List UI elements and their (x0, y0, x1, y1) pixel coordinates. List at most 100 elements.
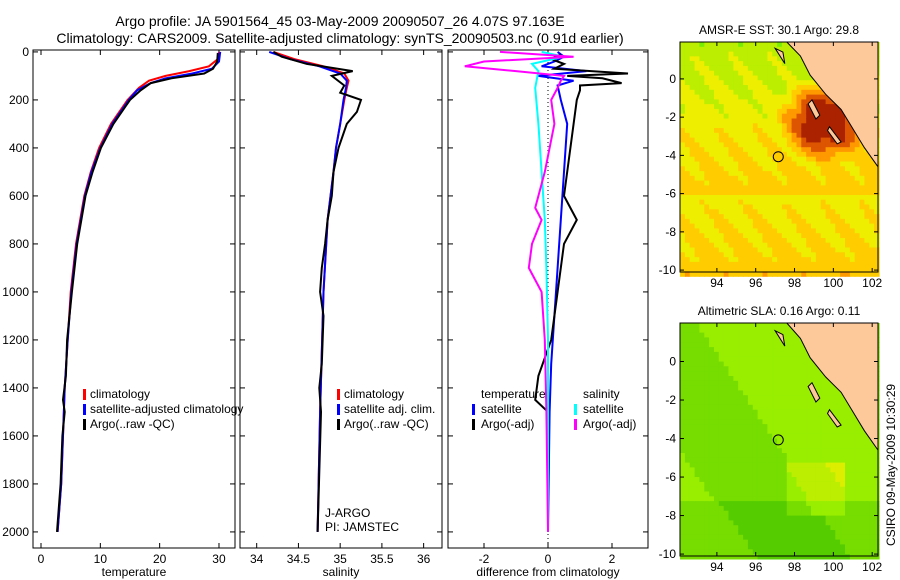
map-cell (806, 175, 812, 182)
map-cell (684, 108, 691, 115)
map-cell (811, 233, 817, 239)
map-cell (840, 539, 846, 545)
map-cell (772, 376, 778, 382)
map-cell (835, 161, 841, 167)
map-cell (796, 137, 802, 143)
map-cell (854, 271, 861, 277)
map-cell (786, 190, 793, 196)
map-cell (835, 505, 841, 512)
map-cell (752, 462, 759, 468)
map-cell (689, 356, 696, 363)
map-cell (723, 332, 730, 338)
map-cell (811, 530, 817, 536)
map-cell (859, 477, 866, 483)
map-cell (820, 472, 827, 478)
map-cell (801, 530, 807, 536)
map-cell (752, 123, 759, 129)
map-cell (820, 491, 827, 497)
map-cell (830, 525, 836, 531)
map-cell (791, 342, 798, 348)
map-cell (723, 505, 730, 512)
map-cell (854, 534, 861, 541)
map-cell (743, 457, 749, 464)
map-cell (791, 428, 798, 435)
x-axis-label: temperature (102, 565, 167, 579)
map-cell (772, 238, 778, 244)
map-cell (864, 195, 870, 201)
map-cell (738, 257, 744, 263)
map-cell (845, 247, 851, 253)
map-cell (694, 409, 701, 416)
map-cell (830, 438, 836, 444)
map-cell (704, 505, 710, 512)
map-cell (806, 257, 812, 263)
map-cell (859, 257, 866, 263)
map-cell (723, 175, 730, 182)
map-cell (728, 472, 734, 478)
map-cell (694, 332, 701, 338)
map-cell (718, 142, 725, 148)
map-cell (714, 337, 720, 343)
map-cell (709, 342, 715, 348)
map-cell (747, 218, 754, 225)
map-cell (801, 247, 807, 253)
map-cell (709, 515, 715, 521)
map-cell (723, 89, 730, 96)
map-cell (825, 99, 832, 105)
map-cell (777, 414, 783, 420)
map-cell (830, 400, 836, 406)
map-cell (762, 525, 768, 531)
map-cell (854, 433, 861, 440)
map-cell (835, 443, 841, 449)
map-cell (704, 491, 710, 497)
map-cell (723, 554, 730, 560)
map-cell (747, 462, 754, 468)
legend-label: climatology (344, 387, 404, 401)
map-cell (684, 89, 691, 96)
map-cell (684, 510, 691, 517)
map-cell (709, 428, 715, 435)
map-cell (849, 549, 856, 555)
map-cell (757, 477, 764, 483)
map-cell (714, 486, 720, 493)
map-cell (733, 332, 739, 338)
map-cell (747, 443, 754, 449)
map-cell (801, 419, 807, 425)
map-cell (680, 505, 686, 512)
map-cell (869, 554, 875, 560)
map-cell (801, 180, 807, 186)
map-cell (762, 113, 768, 120)
map-cell (699, 204, 705, 210)
map-cell (874, 242, 880, 249)
map-cell (806, 477, 812, 483)
map-cell (752, 132, 759, 139)
map-cell (820, 171, 827, 177)
map-cell (680, 137, 686, 143)
map-cell (738, 94, 744, 100)
annotation: J-ARGO (325, 506, 370, 520)
map-cell (680, 433, 686, 440)
map-cell (704, 137, 710, 143)
map-cell (723, 252, 730, 258)
map-cell (767, 171, 773, 177)
map-cell (714, 56, 720, 62)
map-cell (825, 525, 832, 531)
map-cell (728, 209, 734, 215)
map-cell (767, 467, 773, 473)
map-cell (835, 171, 841, 177)
map-cell (689, 85, 696, 91)
map-cell (840, 433, 846, 440)
map-cell (845, 233, 851, 239)
map-cell (777, 266, 783, 272)
map-cell (840, 428, 846, 435)
map-cell (859, 496, 866, 502)
map-cell (859, 457, 866, 464)
map-cell (786, 496, 793, 502)
map-cell (840, 534, 846, 541)
map-cell (825, 218, 832, 225)
map-cell (781, 238, 788, 244)
map-cell (767, 414, 773, 420)
map-cell (806, 486, 812, 493)
map-cell (791, 337, 798, 343)
map-cell (835, 271, 841, 277)
